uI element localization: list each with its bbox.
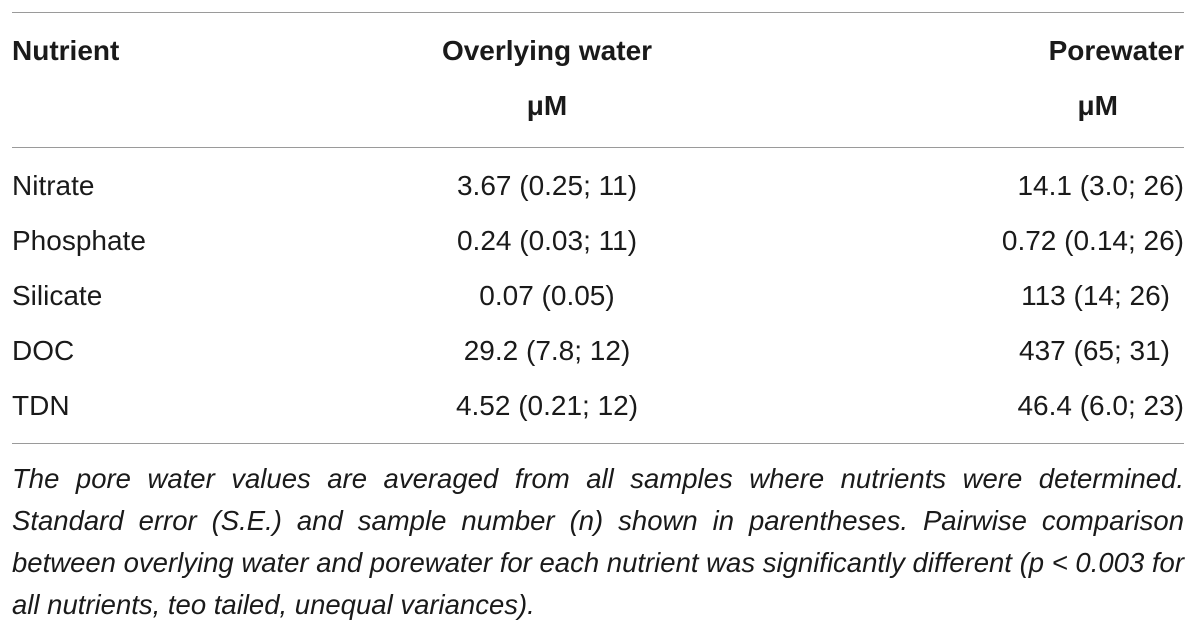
header-overlying-water: Overlying water <box>441 35 653 66</box>
row-nutrient-tdn: TDN <box>12 390 70 421</box>
row-overlying-tdn: 4.52 (0.21; 12) <box>455 390 639 421</box>
row-nutrient-nitrate: Nitrate <box>12 170 95 201</box>
table-footnote: The pore water values are averaged from … <box>12 463 1184 620</box>
table-bottom-rule <box>12 443 1184 444</box>
row-overlying-nitrate: 3.67 (0.25; 11) <box>456 170 638 201</box>
row-porewater-doc: 437 (65; 31) <box>1019 335 1170 366</box>
row-porewater-silicate: 113 (14; 26) <box>1021 280 1170 311</box>
row-porewater-nitrate: 14.1 (3.0; 26) <box>1017 170 1184 201</box>
row-porewater-tdn: 46.4 (6.0; 23) <box>1017 390 1184 421</box>
row-porewater-phosphate: 0.72 (0.14; 26) <box>1001 225 1184 256</box>
row-overlying-phosphate: 0.24 (0.03; 11) <box>456 225 638 256</box>
row-overlying-doc: 29.2 (7.8; 12) <box>463 335 631 366</box>
header-nutrient: Nutrient <box>12 35 120 66</box>
row-nutrient-silicate: Silicate <box>12 280 103 311</box>
row-overlying-silicate: 0.07 (0.05) <box>479 280 615 311</box>
unit-overlying-water: μM <box>526 90 568 121</box>
table-header-rule <box>12 147 1184 148</box>
row-nutrient-phosphate: Phosphate <box>12 225 146 256</box>
table-top-rule <box>12 12 1184 13</box>
unit-porewater: μM <box>1077 90 1118 121</box>
header-porewater: Porewater <box>1048 35 1184 66</box>
row-nutrient-doc: DOC <box>12 335 75 366</box>
